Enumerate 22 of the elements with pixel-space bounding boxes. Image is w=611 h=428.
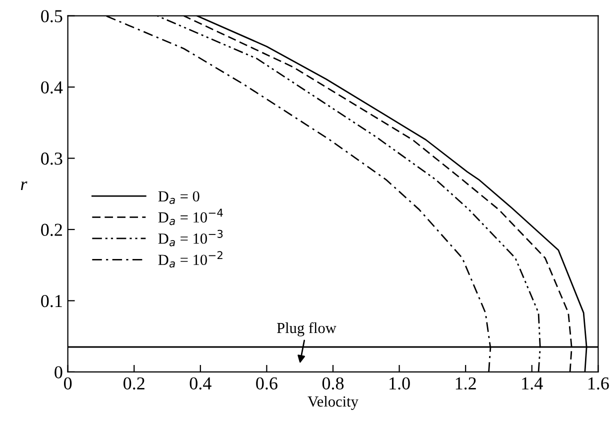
y-axis-title: r [20, 182, 28, 190]
x-tick-label: 0 [64, 377, 72, 390]
y-tick-label: 0.1 [41, 294, 62, 308]
y-tick-label: 0.5 [41, 10, 62, 22]
y-tick-label: 0.2 [41, 224, 62, 236]
x-axis-title: Velocity [308, 396, 358, 410]
legend-label: D$_{a}$ = 10$^{−2}$ [158, 251, 222, 268]
x-tick-label: 1.4 [522, 377, 543, 390]
legend-label: D$_{a}$ = 10$^{−4}$ [158, 208, 223, 226]
x-tick-label: 0.6 [256, 377, 278, 390]
y-tick-label: 0.4 [41, 81, 63, 94]
x-tick-label: 0.2 [124, 377, 144, 390]
x-tick-label: 1.2 [456, 377, 476, 390]
annotation: Plug flow [276, 322, 336, 336]
x-tick-label: 1.0 [390, 377, 410, 390]
x-tick-label: 0.8 [322, 377, 344, 390]
x-tick-label: 1.6 [588, 377, 609, 390]
legend-label: D$_{a}$ = 10$^{−3}$ [158, 230, 223, 246]
legend-label: D$_{a}$ = 0 [158, 191, 200, 204]
y-tick-label: 0.3 [41, 152, 62, 165]
y-tick-label: 0 [54, 366, 62, 378]
x-tick-label: 0.4 [190, 377, 212, 390]
